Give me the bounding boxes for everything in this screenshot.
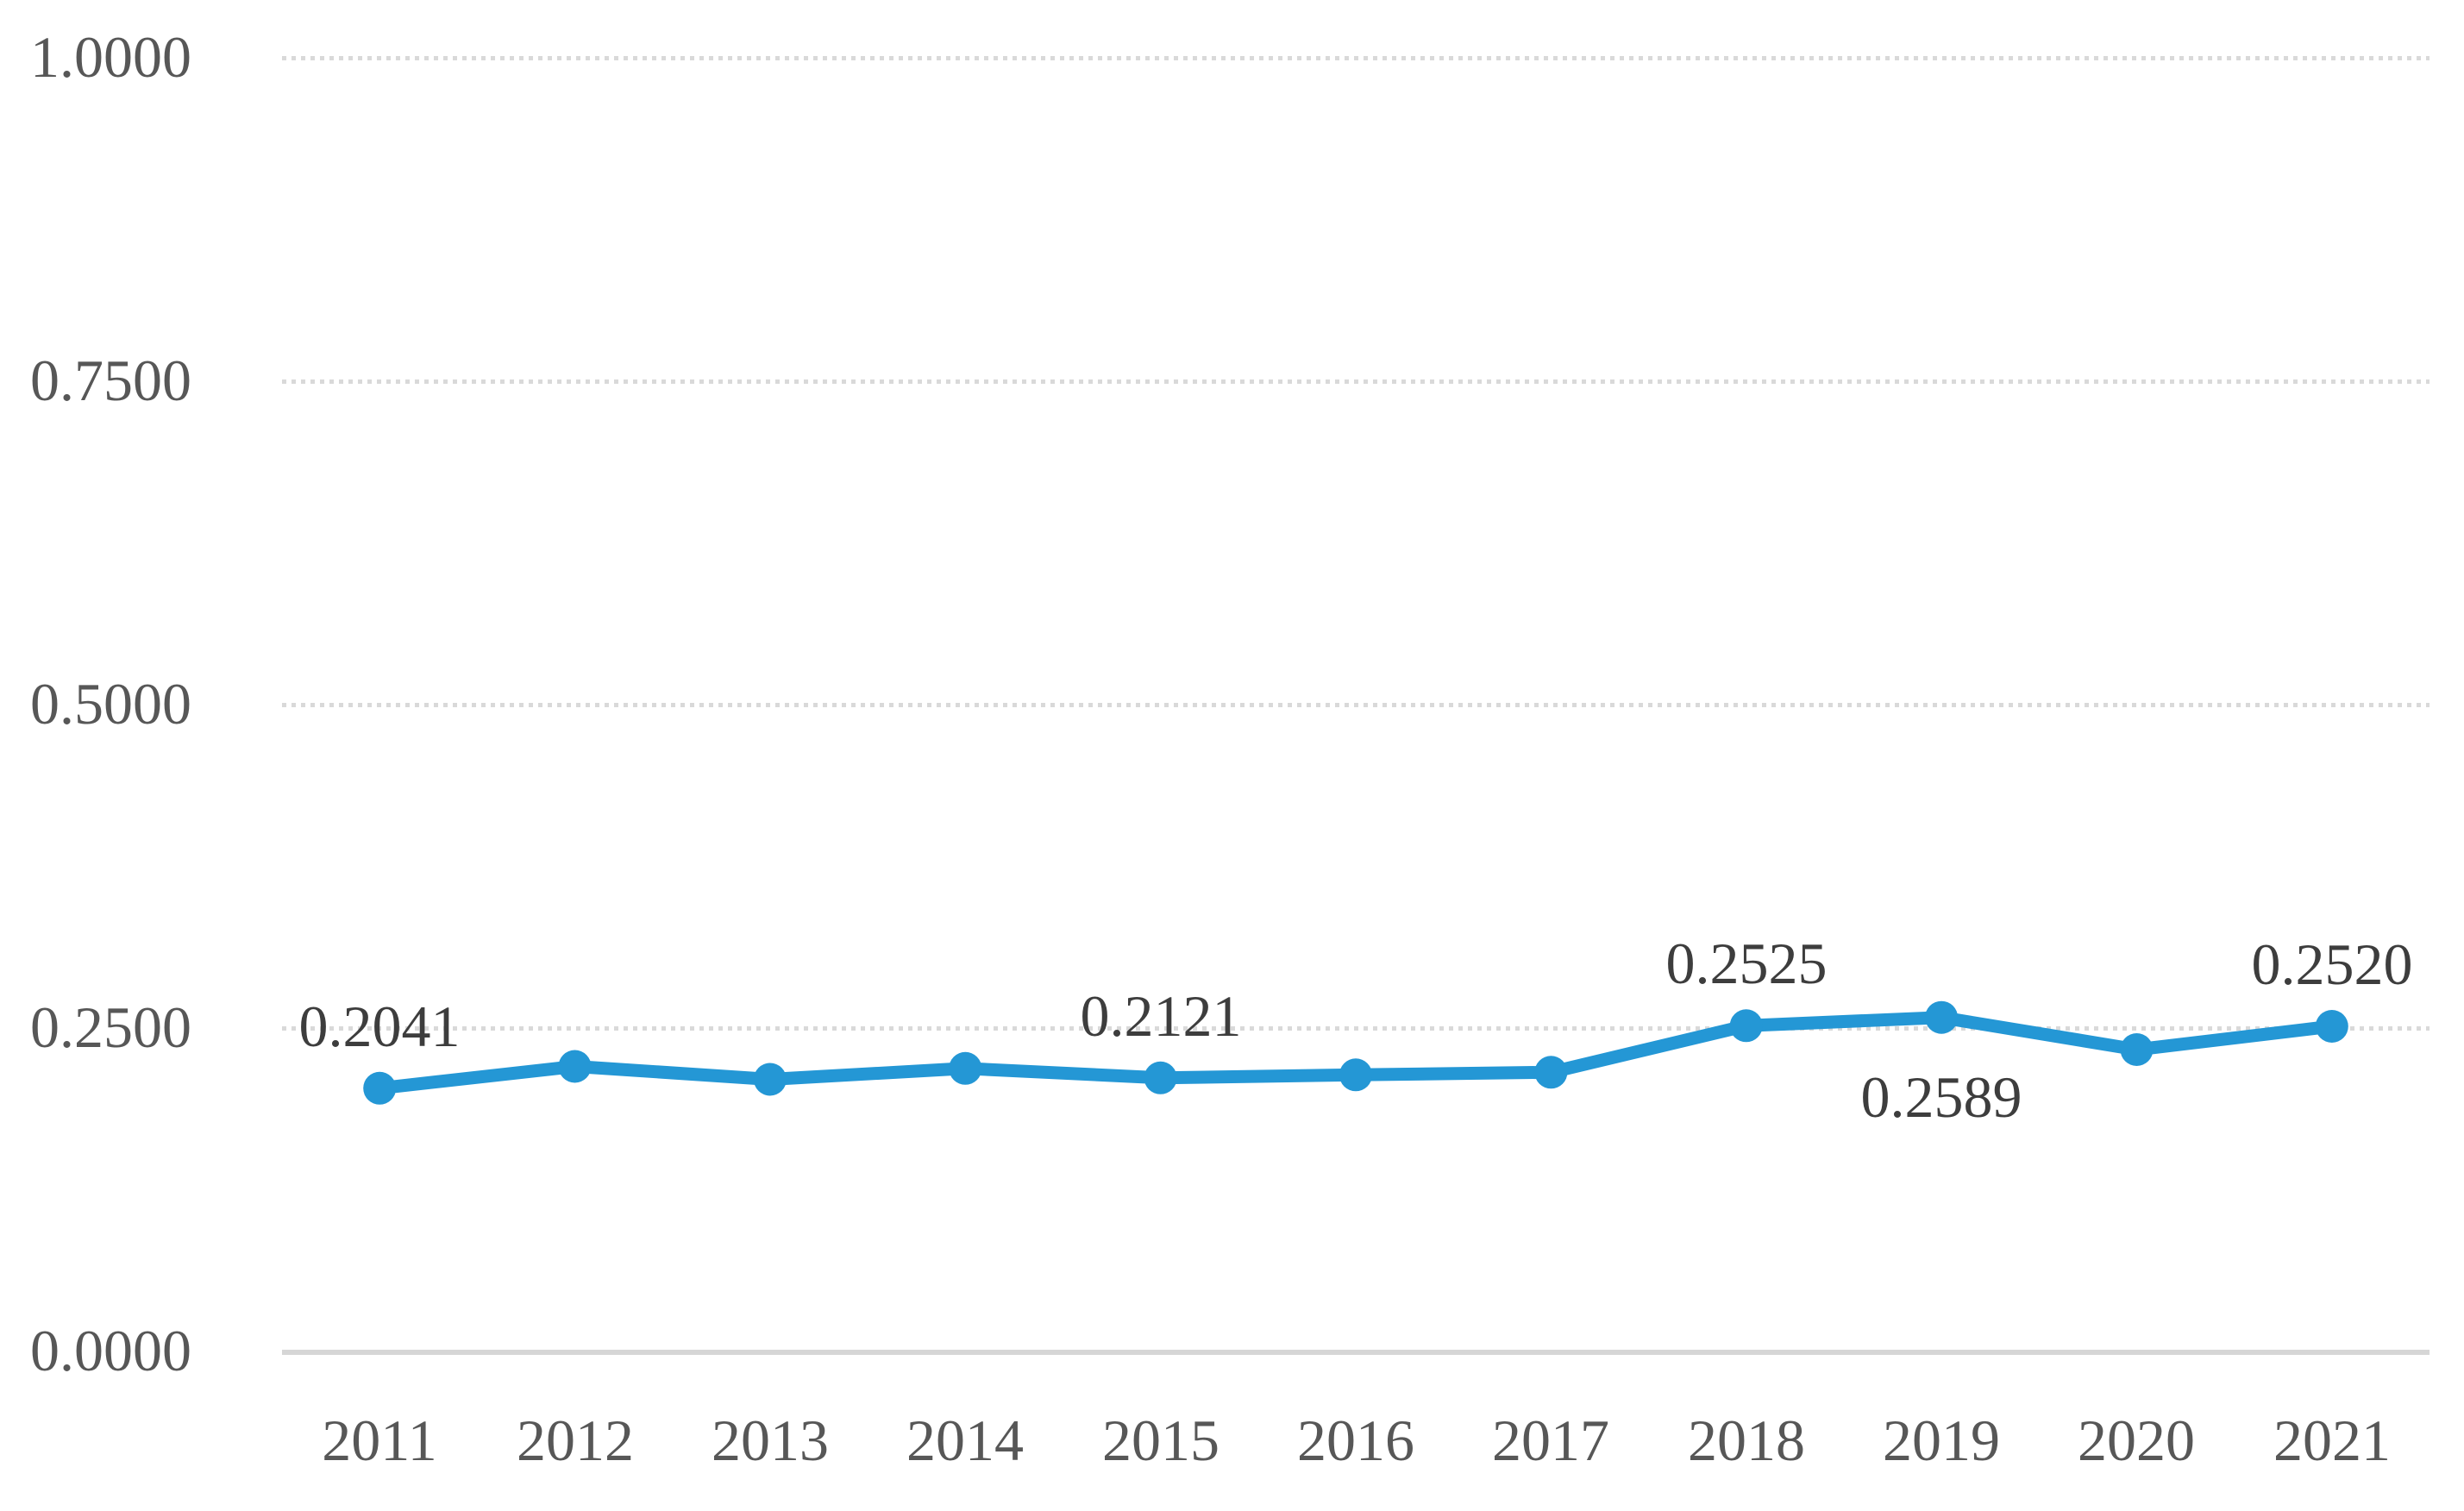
data-label-2021: 0.2520	[2251, 931, 2413, 997]
gridline-0.7500	[282, 379, 2430, 384]
y-tick-label-0.2500: 0.2500	[30, 994, 191, 1060]
data-label-2015: 0.2121	[1080, 983, 1242, 1049]
data-point-2012	[558, 1050, 592, 1083]
x-tick-label-2011: 2011	[322, 1408, 437, 1473]
x-tick-label-2015: 2015	[1102, 1408, 1219, 1473]
data-point-2014	[949, 1051, 982, 1085]
data-point-2020	[2120, 1033, 2154, 1066]
y-tick-label-1.0000: 1.0000	[30, 24, 191, 90]
data-point-2016	[1339, 1058, 1372, 1092]
y-tick-label-0.7500: 0.7500	[30, 348, 191, 413]
data-point-2017	[1534, 1056, 1568, 1089]
x-tick-label-2014: 2014	[906, 1408, 1024, 1473]
gridline-0.5000	[282, 703, 2430, 707]
x-tick-label-2020: 2020	[2078, 1408, 2195, 1473]
data-point-2021	[2315, 1010, 2348, 1043]
data-point-2015	[1144, 1061, 1177, 1094]
gridline-0.2500	[282, 1026, 2430, 1031]
data-label-2011: 0.2041	[298, 994, 461, 1059]
x-tick-label-2016: 2016	[1297, 1408, 1414, 1473]
data-point-2011	[363, 1071, 397, 1105]
y-tick-label-0.5000: 0.5000	[30, 671, 191, 737]
x-tick-label-2021: 2021	[2273, 1408, 2391, 1473]
x-tick-label-2013: 2013	[712, 1408, 829, 1473]
x-tick-label-2017: 2017	[1492, 1408, 1609, 1473]
x-axis-baseline	[282, 1350, 2430, 1355]
data-label-2018: 0.2525	[1665, 931, 1828, 996]
x-tick-label-2012: 2012	[517, 1408, 634, 1473]
data-point-2013	[753, 1063, 787, 1096]
x-tick-label-2019: 2019	[1883, 1408, 2000, 1473]
y-tick-label-0.0000: 0.0000	[30, 1318, 191, 1383]
data-point-2018	[1729, 1009, 1763, 1043]
x-tick-label-2018: 2018	[1688, 1408, 1805, 1473]
gridline-1.0000	[282, 56, 2430, 60]
data-point-2019	[1925, 1000, 1959, 1034]
data-label-2019: 0.2589	[1860, 1064, 2022, 1130]
